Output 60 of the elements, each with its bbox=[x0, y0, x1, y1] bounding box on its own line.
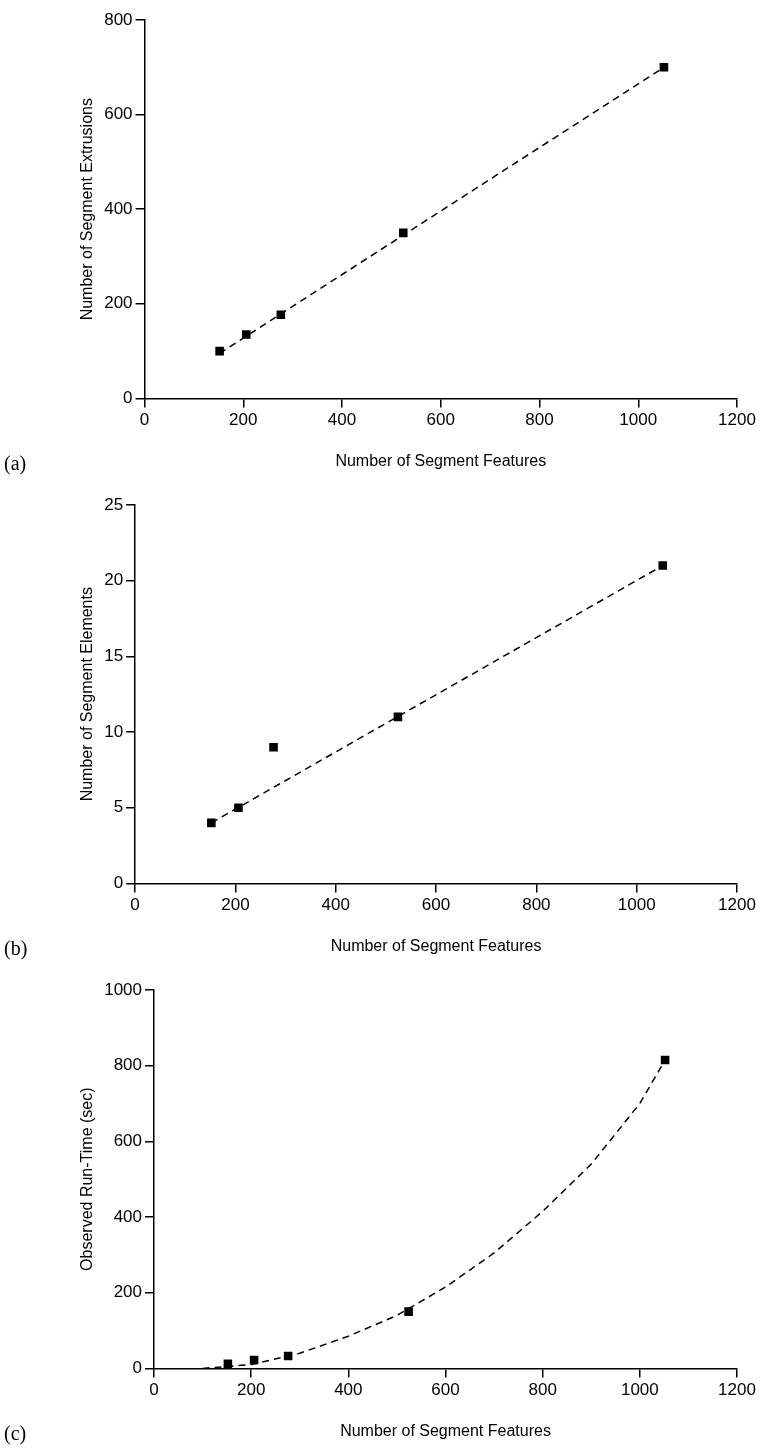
y-tick-label: 200 bbox=[113, 1282, 143, 1302]
x-tick-label: 0 bbox=[149, 1380, 159, 1400]
x-tick-label: 1000 bbox=[617, 895, 656, 915]
x-axis-title: Number of Segment Features bbox=[335, 451, 547, 469]
x-tick-label: 1200 bbox=[718, 895, 756, 915]
x-tick-label: 800 bbox=[528, 1380, 557, 1400]
y-tick-label: 10 bbox=[104, 721, 124, 741]
x-tick-label: 200 bbox=[229, 410, 258, 430]
y-tick-label: 5 bbox=[113, 797, 124, 817]
text: (b) bbox=[4, 937, 28, 961]
x-tick-label: 800 bbox=[525, 410, 554, 430]
x-tick-label: 800 bbox=[522, 895, 551, 915]
x-axis-title: Number of Segment Features bbox=[340, 1421, 551, 1439]
x-tick-label: 200 bbox=[236, 1380, 266, 1400]
x-tick-label: 400 bbox=[327, 410, 357, 430]
x-tick-label: 400 bbox=[334, 1380, 363, 1400]
x-tick-label: 600 bbox=[426, 410, 455, 430]
y-tick-label: 0 bbox=[113, 873, 124, 893]
y-axis-title: Number of Segment Elements bbox=[78, 587, 96, 802]
text: (c) bbox=[4, 1422, 27, 1446]
x-axis-title: Number of Segment Features bbox=[330, 936, 542, 954]
point bbox=[249, 1355, 259, 1365]
y-tick-label: 600 bbox=[113, 1131, 143, 1151]
point bbox=[276, 310, 286, 319]
text: (a) bbox=[4, 452, 27, 476]
y-axis-title: Observed Run-Time (sec) bbox=[78, 1087, 96, 1271]
point bbox=[215, 346, 224, 356]
point bbox=[234, 803, 243, 813]
x-tick-label: 400 bbox=[321, 895, 350, 915]
x-tick-label: 1000 bbox=[620, 1380, 659, 1400]
x-tick-label: 1200 bbox=[718, 1380, 756, 1400]
point bbox=[659, 63, 669, 72]
point bbox=[658, 561, 668, 570]
y-tick-label: 0 bbox=[123, 388, 133, 408]
x-tick-label: 600 bbox=[431, 1380, 460, 1400]
y-tick-label: 800 bbox=[113, 1055, 143, 1075]
x-tick-label: 200 bbox=[221, 895, 250, 915]
x-tick-label: 1000 bbox=[619, 410, 658, 430]
y-axis-title: Number of Segment Extrusions bbox=[78, 98, 96, 321]
point bbox=[223, 1359, 233, 1369]
point bbox=[207, 818, 216, 828]
point bbox=[283, 1351, 293, 1361]
point bbox=[241, 330, 251, 339]
y-tick-label: 15 bbox=[104, 646, 124, 666]
y-tick-label: 800 bbox=[104, 9, 133, 29]
x-tick-label: 1200 bbox=[718, 410, 756, 430]
y-tick-label: 400 bbox=[104, 198, 133, 218]
y-tick-label: 600 bbox=[104, 104, 133, 124]
y-tick-label: 0 bbox=[132, 1358, 143, 1378]
point bbox=[269, 742, 278, 752]
y-tick-label: 400 bbox=[113, 1206, 143, 1226]
y-tick-label: 200 bbox=[104, 293, 133, 313]
y-tick-label: 1000 bbox=[104, 979, 143, 999]
x-tick-label: 600 bbox=[421, 895, 451, 915]
point bbox=[660, 1055, 670, 1065]
y-tick-label: 25 bbox=[104, 494, 124, 514]
point bbox=[393, 712, 403, 722]
y-tick-label: 20 bbox=[104, 570, 124, 590]
point bbox=[404, 1307, 413, 1316]
point bbox=[398, 228, 408, 238]
